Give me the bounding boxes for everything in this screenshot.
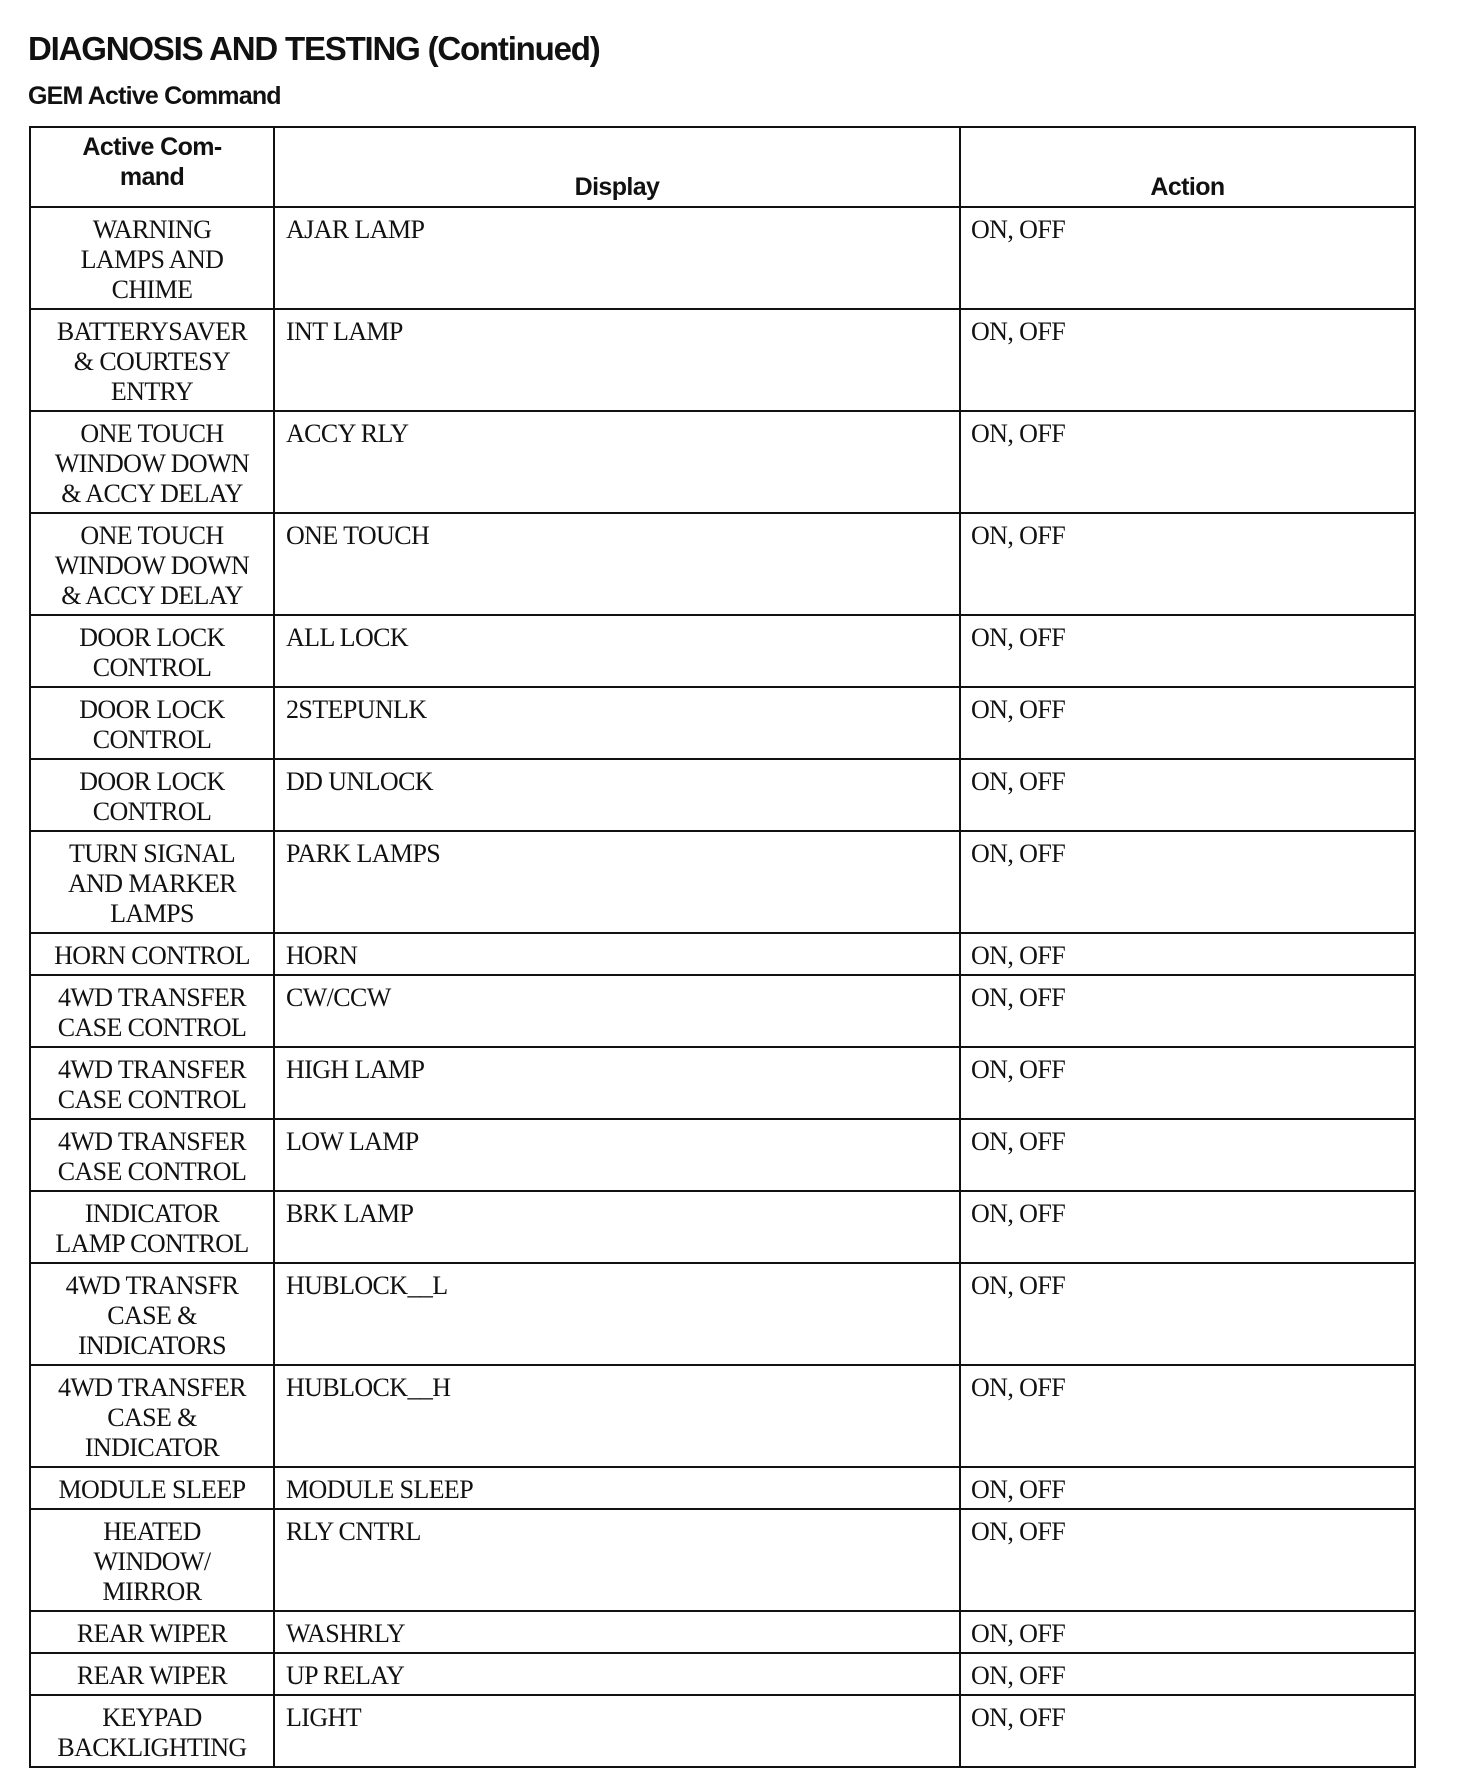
- cell-active-command: 4WD TRANSFER CASE CONTROL: [29, 974, 275, 1048]
- cell-active-command: ONE TOUCH WINDOW DOWN & ACCY DELAY: [29, 512, 275, 616]
- cell-display: RLY CNTRL: [273, 1508, 961, 1612]
- cell-action: ON, OFF: [959, 932, 1416, 976]
- cell-action: ON, OFF: [959, 974, 1416, 1048]
- table-row: HEATED WINDOW/MIRROR RLY CNTRL ON, OFF: [29, 1508, 1416, 1612]
- cell-active-command: REAR WIPER: [29, 1610, 275, 1654]
- header-row: Active Com-mand Display Action: [29, 126, 1416, 208]
- cell-active-command: TURN SIGNAL AND MARKER LAMPS: [29, 830, 275, 934]
- table-row: WARNING LAMPS AND CHIME AJAR LAMP ON, OFF: [29, 206, 1416, 310]
- table-row: 4WD TRANSFER CASE CONTROL LOW LAMP ON, OFF: [29, 1118, 1416, 1192]
- cell-display: ALL LOCK: [273, 614, 961, 688]
- section-subtitle: GEM Active Command: [28, 82, 282, 110]
- cell-active-command: WARNING LAMPS AND CHIME: [29, 206, 275, 310]
- cell-display: BRK LAMP: [273, 1190, 961, 1264]
- cell-display: 2STEPUNLK: [273, 686, 961, 760]
- cell-active-command: ONE TOUCH WINDOW DOWN & ACCY DELAY: [29, 410, 275, 514]
- cell-display: HUBLOCK__H: [273, 1364, 961, 1468]
- cell-action: ON, OFF: [959, 1508, 1416, 1612]
- table-row: ONE TOUCH WINDOW DOWN & ACCY DELAY ACCY RLY…: [29, 410, 1416, 514]
- cell-active-command: MODULE SLEEP: [29, 1466, 275, 1510]
- cell-display: UP RELAY: [273, 1652, 961, 1696]
- cell-display: HIGH LAMP: [273, 1046, 961, 1120]
- table-row: 4WD TRANSFER CASE & INDICATOR HUBLOCK__H ON,…: [29, 1364, 1416, 1468]
- cell-display: HORN: [273, 932, 961, 976]
- cell-action: ON, OFF: [959, 758, 1416, 832]
- page-title: DIAGNOSIS AND TESTING (Continued): [28, 30, 601, 67]
- table-row: REAR WIPER WASHRLY ON, OFF: [29, 1610, 1416, 1654]
- table-row: DOOR LOCK CONTROL ALL LOCK ON, OFF: [29, 614, 1416, 688]
- table-row: HORN CONTROL HORN ON, OFF: [29, 932, 1416, 976]
- header-active-command: Active Com-mand: [29, 126, 275, 208]
- cell-active-command: BATTERYSAVER & COURTESY ENTRY: [29, 308, 275, 412]
- cell-action: ON, OFF: [959, 1262, 1416, 1366]
- active-command-table: Active Com-mand Display Action WARNING LA…: [29, 126, 1416, 1768]
- cell-display: HUBLOCK__L: [273, 1262, 961, 1366]
- cell-display: DD UNLOCK: [273, 758, 961, 832]
- cell-active-command: 4WD TRANSFR CASE & INDICATORS: [29, 1262, 275, 1366]
- cell-action: ON, OFF: [959, 512, 1416, 616]
- cell-display: LOW LAMP: [273, 1118, 961, 1192]
- table-row: MODULE SLEEP MODULE SLEEP ON, OFF: [29, 1466, 1416, 1510]
- cell-active-command: HORN CONTROL: [29, 932, 275, 976]
- cell-active-command: 4WD TRANSFER CASE & INDICATOR: [29, 1364, 275, 1468]
- table-row: BATTERYSAVER & COURTESY ENTRY INT LAMP ON, O…: [29, 308, 1416, 412]
- cell-active-command: HEATED WINDOW/MIRROR: [29, 1508, 275, 1612]
- cell-active-command: 4WD TRANSFER CASE CONTROL: [29, 1046, 275, 1120]
- cell-action: ON, OFF: [959, 830, 1416, 934]
- table-row: DOOR LOCK CONTROL DD UNLOCK ON, OFF: [29, 758, 1416, 832]
- cell-action: ON, OFF: [959, 1652, 1416, 1696]
- cell-action: ON, OFF: [959, 308, 1416, 412]
- cell-action: ON, OFF: [959, 1364, 1416, 1468]
- cell-action: ON, OFF: [959, 686, 1416, 760]
- cell-active-command: DOOR LOCK CONTROL: [29, 686, 275, 760]
- cell-active-command: 4WD TRANSFER CASE CONTROL: [29, 1118, 275, 1192]
- cell-display: ONE TOUCH: [273, 512, 961, 616]
- table-row: 4WD TRANSFER CASE CONTROL HIGH LAMP ON, OFF: [29, 1046, 1416, 1120]
- table-row: REAR WIPER UP RELAY ON, OFF: [29, 1652, 1416, 1696]
- table-row: DOOR LOCK CONTROL 2STEPUNLK ON, OFF: [29, 686, 1416, 760]
- cell-active-command: DOOR LOCK CONTROL: [29, 758, 275, 832]
- cell-display: LIGHT: [273, 1694, 961, 1768]
- cell-display: WASHRLY: [273, 1610, 961, 1654]
- cell-display: ACCY RLY: [273, 410, 961, 514]
- cell-action: ON, OFF: [959, 1610, 1416, 1654]
- cell-active-command: REAR WIPER: [29, 1652, 275, 1696]
- cell-action: ON, OFF: [959, 614, 1416, 688]
- table-row: 4WD TRANSFER CASE CONTROL CW/CCW ON, OFF: [29, 974, 1416, 1048]
- cell-action: ON, OFF: [959, 1046, 1416, 1120]
- cell-action: ON, OFF: [959, 1466, 1416, 1510]
- table-row: KEYPAD BACKLIGHTING LIGHT ON, OFF: [29, 1694, 1416, 1768]
- cell-display: MODULE SLEEP: [273, 1466, 961, 1510]
- table-row: INDICATOR LAMP CONTROL BRK LAMP ON, OFF: [29, 1190, 1416, 1264]
- cell-active-command: DOOR LOCK CONTROL: [29, 614, 275, 688]
- table-row: ONE TOUCH WINDOW DOWN & ACCY DELAY ONE TOUC…: [29, 512, 1416, 616]
- cell-action: ON, OFF: [959, 1118, 1416, 1192]
- cell-action: ON, OFF: [959, 1190, 1416, 1264]
- cell-action: ON, OFF: [959, 410, 1416, 514]
- cell-display: INT LAMP: [273, 308, 961, 412]
- cell-action: ON, OFF: [959, 206, 1416, 310]
- cell-display: CW/CCW: [273, 974, 961, 1048]
- cell-display: AJAR LAMP: [273, 206, 961, 310]
- header-display: Display: [273, 126, 961, 208]
- header-action: Action: [959, 126, 1416, 208]
- table-row: 4WD TRANSFR CASE & INDICATORS HUBLOCK__L ON,…: [29, 1262, 1416, 1366]
- cell-action: ON, OFF: [959, 1694, 1416, 1768]
- table-row: TURN SIGNAL AND MARKER LAMPS PARK LAMPS ON, …: [29, 830, 1416, 934]
- cell-active-command: KEYPAD BACKLIGHTING: [29, 1694, 275, 1768]
- cell-active-command: INDICATOR LAMP CONTROL: [29, 1190, 275, 1264]
- cell-display: PARK LAMPS: [273, 830, 961, 934]
